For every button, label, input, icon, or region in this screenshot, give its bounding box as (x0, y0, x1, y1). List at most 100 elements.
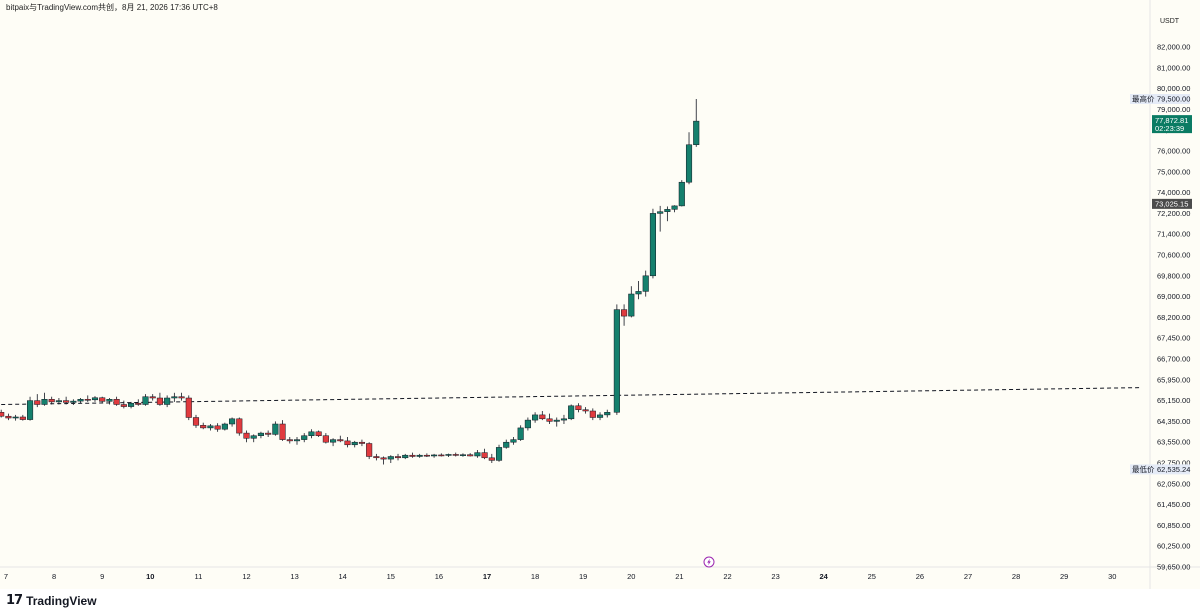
candle-45[interactable] (322, 433, 329, 444)
candle-75[interactable] (539, 411, 546, 421)
candle-24[interactable] (171, 392, 178, 402)
candle-15[interactable] (106, 398, 113, 405)
candle-62[interactable] (445, 453, 452, 458)
candle-39[interactable] (279, 420, 286, 441)
candle-23[interactable] (164, 395, 171, 408)
candle-61[interactable] (438, 453, 445, 457)
candle-69[interactable] (495, 444, 503, 462)
chart-canvas[interactable]: 82,000.0081,000.0080,000.0079,000.0077,0… (0, 0, 1200, 589)
candle-5[interactable] (34, 394, 41, 408)
candle-2[interactable] (12, 414, 19, 421)
candle-19[interactable] (135, 399, 142, 406)
candle-79[interactable] (568, 404, 575, 421)
tradingview-logo[interactable]: 17 TradingView (6, 593, 97, 608)
candle-8[interactable] (55, 398, 62, 405)
time-axis[interactable]: 7 8 9 10 11 12 13 14 15 16 17 18 19 20 21 22 23 24 25 26 27 2… (4, 572, 1117, 581)
candle-37[interactable] (265, 430, 272, 438)
candle-20[interactable] (142, 394, 149, 406)
candle-41[interactable] (293, 437, 301, 445)
candle-44[interactable] (315, 430, 322, 438)
candle-63[interactable] (452, 452, 459, 457)
candle-80[interactable] (575, 403, 582, 413)
candle-27[interactable] (192, 414, 200, 428)
dashed-trend-line[interactable] (1, 387, 1142, 405)
candle-84[interactable] (604, 409, 611, 418)
candle-18[interactable] (128, 401, 135, 409)
candle-25[interactable] (178, 392, 185, 401)
candle-13[interactable] (91, 396, 99, 402)
candle-50[interactable] (358, 439, 365, 447)
candle-85[interactable] (613, 304, 620, 415)
candle-4[interactable] (27, 396, 34, 421)
candle-17[interactable] (120, 400, 127, 409)
candle-76[interactable] (546, 413, 553, 424)
candle-89[interactable] (642, 270, 649, 297)
candle-54[interactable] (387, 455, 394, 463)
candle-90[interactable] (649, 208, 656, 279)
candle-29[interactable] (207, 424, 214, 431)
candle-33[interactable] (236, 417, 243, 436)
candle-64[interactable] (459, 453, 466, 457)
candle-59[interactable] (423, 453, 430, 458)
candle-22[interactable] (156, 392, 163, 406)
candle-57[interactable] (409, 452, 416, 458)
candle-51[interactable] (366, 442, 373, 460)
candle-58[interactable] (416, 453, 423, 458)
candle-71[interactable] (510, 437, 517, 445)
candle-42[interactable] (301, 433, 308, 443)
candle-6[interactable] (41, 392, 48, 406)
candle-48[interactable] (344, 437, 351, 448)
candle-49[interactable] (351, 440, 358, 448)
candle-1[interactable] (5, 413, 12, 421)
candle-47[interactable] (337, 435, 344, 443)
candle-72[interactable] (517, 425, 524, 441)
candle-46[interactable] (330, 438, 337, 447)
candle-35[interactable] (250, 434, 257, 443)
candle-7[interactable] (48, 396, 55, 405)
candle-91[interactable] (657, 205, 664, 232)
candle-16[interactable] (113, 396, 120, 406)
candle-3[interactable] (19, 414, 26, 421)
lightning-icon[interactable] (703, 556, 715, 568)
candle-52[interactable] (373, 453, 380, 461)
candle-21[interactable] (149, 394, 156, 401)
candle-11[interactable] (77, 398, 84, 404)
candle-94[interactable] (678, 180, 685, 207)
candle-12[interactable] (84, 395, 91, 402)
candle-26[interactable] (185, 395, 192, 421)
candle-0[interactable] (0, 409, 5, 418)
candle-43[interactable] (308, 429, 315, 439)
candle-40[interactable] (286, 437, 293, 444)
candle-65[interactable] (467, 453, 474, 457)
candle-60[interactable] (431, 453, 438, 458)
candle-88[interactable] (635, 281, 642, 300)
candle-36[interactable] (257, 431, 264, 439)
candle-38[interactable] (272, 421, 279, 436)
candle-10[interactable] (70, 399, 77, 406)
candle-70[interactable] (503, 439, 510, 449)
candle-30[interactable] (214, 423, 221, 432)
candle-95[interactable] (685, 132, 693, 185)
candle-28[interactable] (200, 422, 207, 430)
candle-32[interactable] (229, 417, 236, 427)
candle-67[interactable] (481, 448, 488, 460)
candle-93[interactable] (671, 205, 678, 213)
candle-56[interactable] (402, 453, 409, 460)
candle-82[interactable] (589, 408, 596, 421)
candle-86[interactable] (621, 304, 628, 326)
candle-66[interactable] (474, 450, 481, 458)
candle-34[interactable] (243, 430, 250, 443)
candle-14[interactable] (99, 396, 106, 404)
candle-96[interactable] (693, 99, 700, 147)
candle-81[interactable] (582, 407, 589, 414)
candle-74[interactable] (532, 412, 539, 423)
candle-87[interactable] (628, 286, 635, 318)
candle-55[interactable] (394, 453, 402, 461)
candle-92[interactable] (664, 206, 671, 222)
candle-77[interactable] (553, 417, 560, 427)
candle-53[interactable] (380, 456, 387, 465)
candle-68[interactable] (488, 453, 495, 463)
candle-73[interactable] (524, 417, 531, 431)
candle-78[interactable] (560, 414, 568, 424)
candle-31[interactable] (221, 422, 228, 431)
